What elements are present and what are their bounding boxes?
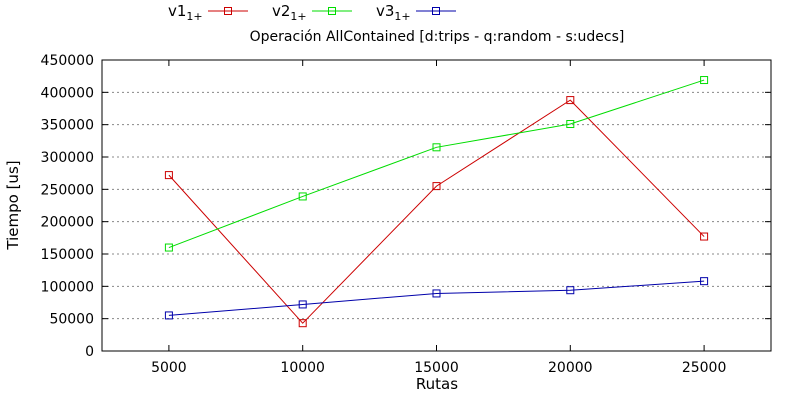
data-point (298, 192, 307, 201)
y-tick-label: 0 (85, 344, 94, 360)
data-point (298, 300, 307, 309)
x-axis-ticks: 5000 10000 15000 20000 25000 (151, 60, 726, 376)
legend-item-1: v11+ (168, 2, 248, 23)
series-1 (164, 96, 709, 328)
y-tick-label: 300000 (41, 150, 94, 166)
series-2 (164, 76, 709, 252)
y-tick-label: 350000 (41, 118, 94, 134)
plot-frame (101, 59, 772, 352)
data-point (164, 171, 173, 180)
legend-label: v11+ (168, 2, 203, 23)
data-point (700, 277, 709, 286)
legend-label: v31+ (376, 2, 411, 23)
data-point (298, 319, 307, 328)
data-point (432, 143, 441, 152)
x-axis-label: Rutas (416, 375, 458, 393)
y-axis-ticks: 0 50000 100000 150000 200000 250000 300000 3500… (41, 53, 771, 360)
y-tick-label: 450000 (41, 53, 94, 69)
data-point (432, 289, 441, 298)
series-line (168, 280, 705, 316)
x-tick-label: 20000 (548, 360, 593, 376)
legend-series-subscript: 1+ (186, 10, 202, 23)
data-point (700, 232, 709, 241)
legend-series-name: v3 (376, 2, 394, 20)
legend-series-subscript: 1+ (394, 10, 410, 23)
series-layer (164, 76, 709, 328)
x-tick-label: 15000 (414, 360, 459, 376)
legend-label: v21+ (272, 2, 307, 23)
x-tick-label: 5000 (151, 360, 187, 376)
x-tick-label: 25000 (682, 360, 727, 376)
legend-swatch-marker (328, 7, 336, 15)
legend: v11+ v21+ v31+ (168, 2, 456, 23)
y-tick-label: 150000 (41, 247, 94, 263)
legend-series-name: v2 (272, 2, 290, 20)
data-point (566, 286, 575, 295)
legend-series-name: v1 (168, 2, 186, 20)
legend-item-3: v31+ (376, 2, 456, 23)
y-tick-label: 50000 (49, 312, 94, 328)
data-point (566, 96, 575, 105)
y-tick-label: 400000 (41, 85, 94, 101)
grid-lines (102, 91, 771, 320)
legend-swatch-marker (224, 7, 232, 15)
series-line (168, 79, 705, 249)
series-line (168, 99, 705, 324)
x-tick-label: 10000 (280, 360, 325, 376)
data-point (164, 243, 173, 252)
data-point (566, 120, 575, 129)
data-point (700, 76, 709, 85)
legend-swatch-marker (432, 7, 440, 15)
legend-item-2: v21+ (272, 2, 352, 23)
chart-title: Operación AllContained [d:trips - q:rand… (250, 29, 625, 45)
y-axis-label: Tiempo [us] (4, 160, 22, 250)
data-point (432, 182, 441, 191)
y-tick-label: 250000 (41, 182, 94, 198)
legend-series-subscript: 1+ (290, 10, 306, 23)
data-point (164, 311, 173, 320)
y-tick-label: 100000 (41, 279, 94, 295)
series-3 (164, 277, 709, 320)
y-tick-label: 200000 (41, 215, 94, 231)
